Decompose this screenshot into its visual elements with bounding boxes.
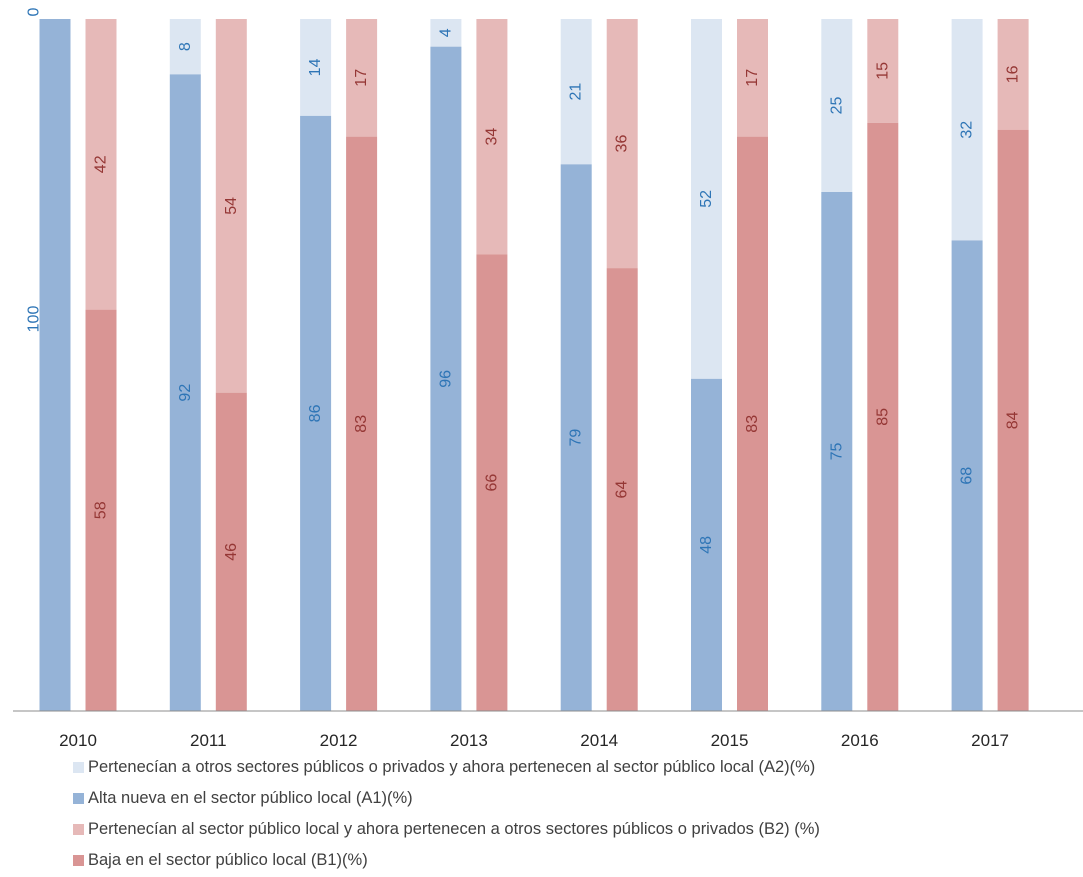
legend-label-b2: Pertenecían al sector público local y ah…	[88, 820, 820, 838]
bar-label-a1-2014: 79	[568, 429, 585, 447]
x-tick-2016: 2016	[841, 731, 879, 750]
bar-label-b2-2017: 16	[1005, 65, 1022, 83]
bar-a1-2015	[691, 378, 722, 711]
legend: Pertenecían a otros sectores públicos o …	[73, 752, 820, 876]
legend-label-a1: Alta nueva en el sector público local (A…	[88, 789, 413, 807]
bar-b2-2015	[737, 19, 768, 137]
bar-label-a1-2013: 96	[437, 370, 454, 388]
bar-a2-2015	[691, 19, 722, 379]
bars-layer	[39, 19, 1029, 712]
bar-b2-2012	[346, 19, 378, 137]
bar-label-b2-2015: 17	[744, 69, 761, 87]
bar-b2-2010	[85, 19, 117, 310]
bar-b1-2015	[737, 136, 768, 711]
bar-label-b1-2012: 83	[353, 415, 370, 433]
bar-label-a1-2012: 86	[307, 404, 324, 422]
bar-label-b1-2016: 85	[874, 408, 891, 426]
bar-label-b1-2017: 84	[1005, 411, 1022, 429]
bar-a1-2014	[560, 164, 592, 711]
bar-b1-2010	[85, 309, 117, 711]
bar-label-b1-2013: 66	[483, 474, 500, 492]
x-tick-2012: 2012	[320, 731, 358, 750]
y-tick-100: 100	[26, 306, 43, 333]
bar-b1-2013	[476, 254, 508, 711]
bar-a1-2013	[430, 46, 462, 712]
bar-label-b1-2014: 64	[614, 481, 631, 499]
legend-swatch-a2	[73, 762, 84, 773]
bar-label-b2-2010: 42	[93, 155, 110, 173]
bar-label-a2-2013: 4	[437, 28, 454, 37]
bar-b1-2017	[997, 129, 1029, 712]
x-tick-2010: 2010	[59, 731, 97, 750]
bar-label-a2-2017: 32	[959, 121, 976, 139]
legend-swatch-a1	[73, 793, 84, 804]
bar-b2-2017	[997, 19, 1029, 130]
bar-a2-2017	[951, 19, 983, 241]
bar-label-b2-2014: 36	[614, 135, 631, 153]
bar-label-a2-2014: 21	[568, 83, 585, 101]
bar-a2-2016	[821, 19, 853, 192]
bar-label-a1-2011: 92	[177, 384, 194, 402]
bar-label-a2-2012: 14	[307, 58, 324, 76]
bar-a2-2011	[169, 19, 201, 75]
bar-b1-2011	[215, 392, 247, 711]
bar-b2-2014	[606, 19, 638, 269]
bar-label-b1-2015: 83	[744, 415, 761, 433]
legend-swatch-b2	[73, 824, 84, 835]
legend-item-a2: Pertenecían a otros sectores públicos o …	[73, 752, 820, 783]
legend-swatch-b1	[73, 855, 84, 866]
bar-label-b2-2011: 54	[223, 197, 240, 215]
bar-label-b2-2012: 17	[353, 69, 370, 87]
bar-label-b2-2016: 15	[874, 62, 891, 80]
bar-a2-2013	[430, 19, 462, 47]
bar-a1-2010	[39, 19, 71, 711]
x-tick-2013: 2013	[450, 731, 488, 750]
x-tick-2015: 2015	[711, 731, 749, 750]
bar-label-a1-2017: 68	[959, 467, 976, 485]
bar-a2-2012	[300, 19, 332, 116]
legend-item-b2: Pertenecían al sector público local y ah…	[73, 814, 820, 845]
bar-a1-2017	[951, 240, 983, 711]
bar-b2-2016	[867, 19, 899, 123]
bar-a1-2012	[300, 115, 332, 711]
bar-label-a2-2016: 25	[828, 97, 845, 115]
legend-item-a1: Alta nueva en el sector público local (A…	[73, 783, 820, 814]
bar-b1-2014	[606, 268, 638, 711]
legend-label-a2: Pertenecían a otros sectores públicos o …	[88, 758, 816, 776]
x-tick-2011: 2011	[190, 731, 227, 750]
bar-a1-2016	[821, 192, 853, 711]
bar-b2-2011	[215, 19, 247, 393]
bar-label-b2-2013: 34	[483, 128, 500, 146]
bar-a2-2014	[560, 19, 592, 165]
bar-b2-2013	[476, 19, 508, 255]
bar-b1-2012	[346, 136, 378, 711]
bar-label-a2-2011: 8	[177, 42, 194, 51]
bar-labels-layer: 42 58 8 92 54 46 14 86 17 83 4 96 34 66 21 79 36 64 52 48 17…	[93, 28, 1022, 560]
bar-label-b1-2010: 58	[93, 501, 110, 519]
bar-label-b1-2011: 46	[223, 543, 240, 561]
x-tick-2014: 2014	[580, 731, 618, 750]
legend-item-b1: Baja en el sector público local (B1)(%)	[73, 845, 820, 876]
y-tick-labels: 0 100	[26, 7, 43, 332]
legend-label-b1: Baja en el sector público local (B1)(%)	[88, 851, 368, 869]
bar-b1-2016	[867, 122, 899, 712]
bar-a1-2011	[169, 74, 201, 712]
y-tick-0: 0	[26, 7, 43, 16]
bar-label-a2-2015: 52	[698, 190, 715, 208]
bar-label-a1-2015: 48	[698, 536, 715, 554]
x-tick-labels: 2010 2011 2012 2013 2014 2015 2016 2017	[59, 731, 1009, 750]
x-tick-2017: 2017	[971, 731, 1009, 750]
bar-label-a1-2016: 75	[828, 443, 845, 461]
